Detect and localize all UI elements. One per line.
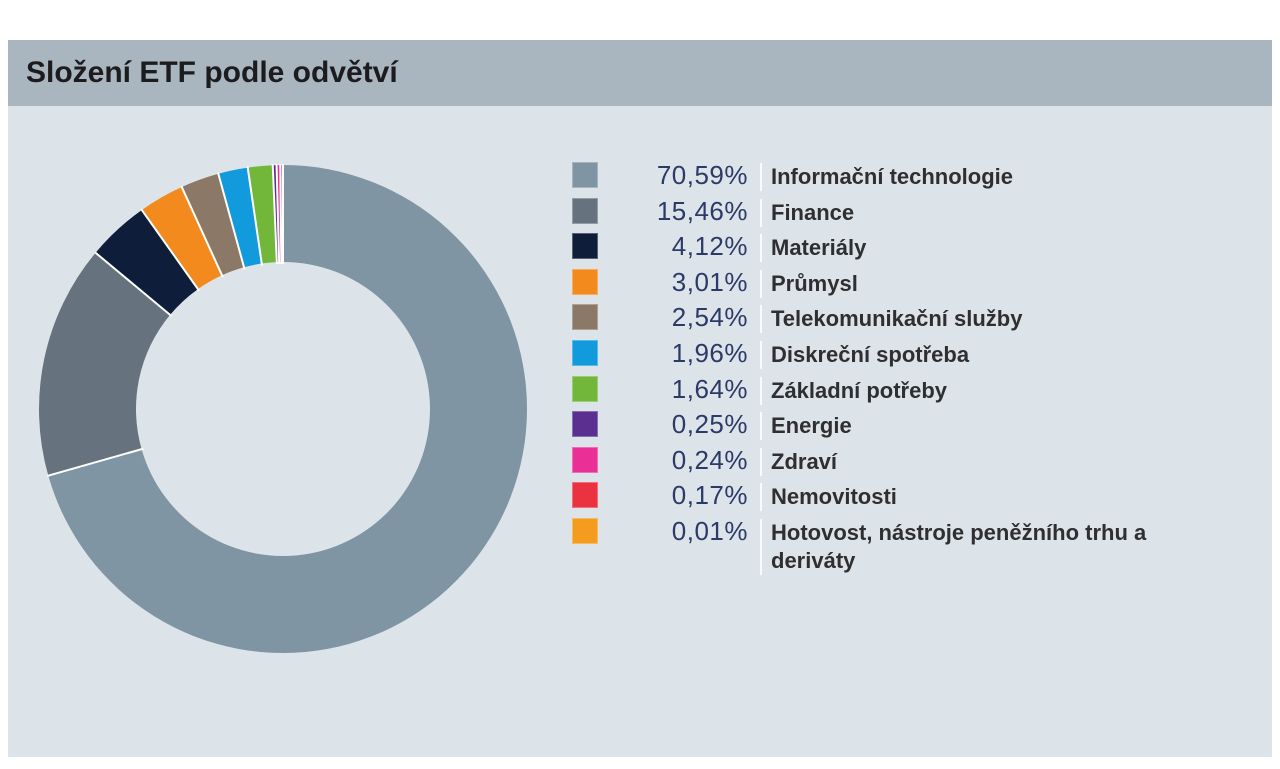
slice-separator [217, 172, 246, 270]
legend-label: Informační technologie [760, 163, 1226, 191]
legend-row: 0,25% Energie [572, 409, 1252, 445]
legend-label: Materiály [760, 234, 1226, 263]
legend-label: Základní potřeby [760, 376, 1226, 405]
slice-separator [275, 164, 281, 265]
legend-percent: 0,25% [671, 409, 748, 440]
legend-label: Hotovost, nástroje peněžního trhu a deri… [760, 518, 1226, 575]
legend-row: 2,54% Telekomunikační služby [572, 302, 1252, 338]
donut-chart [39, 164, 528, 653]
donut-slice-1 [48, 165, 528, 653]
legend-label: Nemovitosti [760, 483, 1226, 512]
legend-row: 4,12% Materiály [572, 231, 1252, 267]
legend-percent: 0,24% [671, 444, 748, 475]
legend-swatch [572, 517, 598, 544]
legend-label: Finance [760, 198, 1226, 227]
chart-title: Složení ETF podle odvětví [26, 56, 398, 89]
legend-row: 3,01% Průmysl [572, 267, 1252, 303]
legend-swatch [572, 446, 598, 473]
legend-percent: 70,59% [656, 160, 748, 190]
legend-percent: 0,17% [671, 480, 748, 511]
slice-separator [279, 164, 283, 265]
legend-label: Zdraví [760, 447, 1226, 476]
legend-swatch [572, 375, 598, 402]
legend-percent: 4,12% [671, 231, 748, 262]
chart-header: Složení ETF podle odvětví [8, 40, 1272, 106]
donut-slice-2 [39, 252, 171, 476]
legend-label: Telekomunikační služby [760, 305, 1226, 334]
legend-percent: 15,46% [656, 195, 748, 226]
donut-slice-7 [247, 165, 277, 264]
legend-label: Energie [760, 412, 1226, 441]
legend-row: 0,17% Nemovitosti [572, 480, 1252, 516]
legend-swatch [572, 339, 598, 366]
legend-label: Průmysl [760, 269, 1226, 298]
legend-percent: 2,54% [671, 302, 748, 333]
legend-swatch [572, 268, 598, 295]
legend-row: 15,46% Finance [572, 196, 1252, 232]
legend-percent: 0,01% [671, 515, 748, 546]
legend-row: 0,24% Zdraví [572, 445, 1252, 481]
slice-separator [94, 251, 173, 317]
legend-row: 1,64% Základní potřeby [572, 374, 1252, 410]
legend-percent: 1,64% [671, 373, 748, 404]
legend-row: 70,59% Informační technologie [572, 160, 1252, 196]
legend-row: 0,01% Hotovost, nástroje peněžního trhu a… [572, 516, 1252, 575]
legend-swatch [572, 197, 598, 224]
legend-row: 1,96% Diskreční spotřeba [572, 338, 1252, 374]
slice-separator [180, 185, 224, 278]
legend-percent: 1,96% [671, 337, 748, 368]
legend-swatch [572, 233, 598, 260]
legend-swatch [572, 162, 598, 188]
slice-separator [47, 447, 144, 477]
chart-panel: 70,59% Informační technologie 15,46% Financ… [8, 106, 1272, 757]
slice-separator [140, 208, 200, 292]
legend-swatch [572, 411, 598, 438]
legend: 70,59% Informační technologie 15,46% Financ… [572, 160, 1252, 575]
slice-separator [246, 166, 264, 266]
donut-slice-5 [181, 173, 245, 276]
legend-label: Diskreční spotřeba [760, 340, 1226, 369]
donut-slice-3 [95, 210, 198, 315]
legend-swatch [572, 482, 598, 509]
donut-slice-4 [141, 187, 222, 290]
slice-separator [271, 164, 278, 265]
legend-swatch [572, 304, 598, 331]
legend-percent: 3,01% [671, 266, 748, 297]
